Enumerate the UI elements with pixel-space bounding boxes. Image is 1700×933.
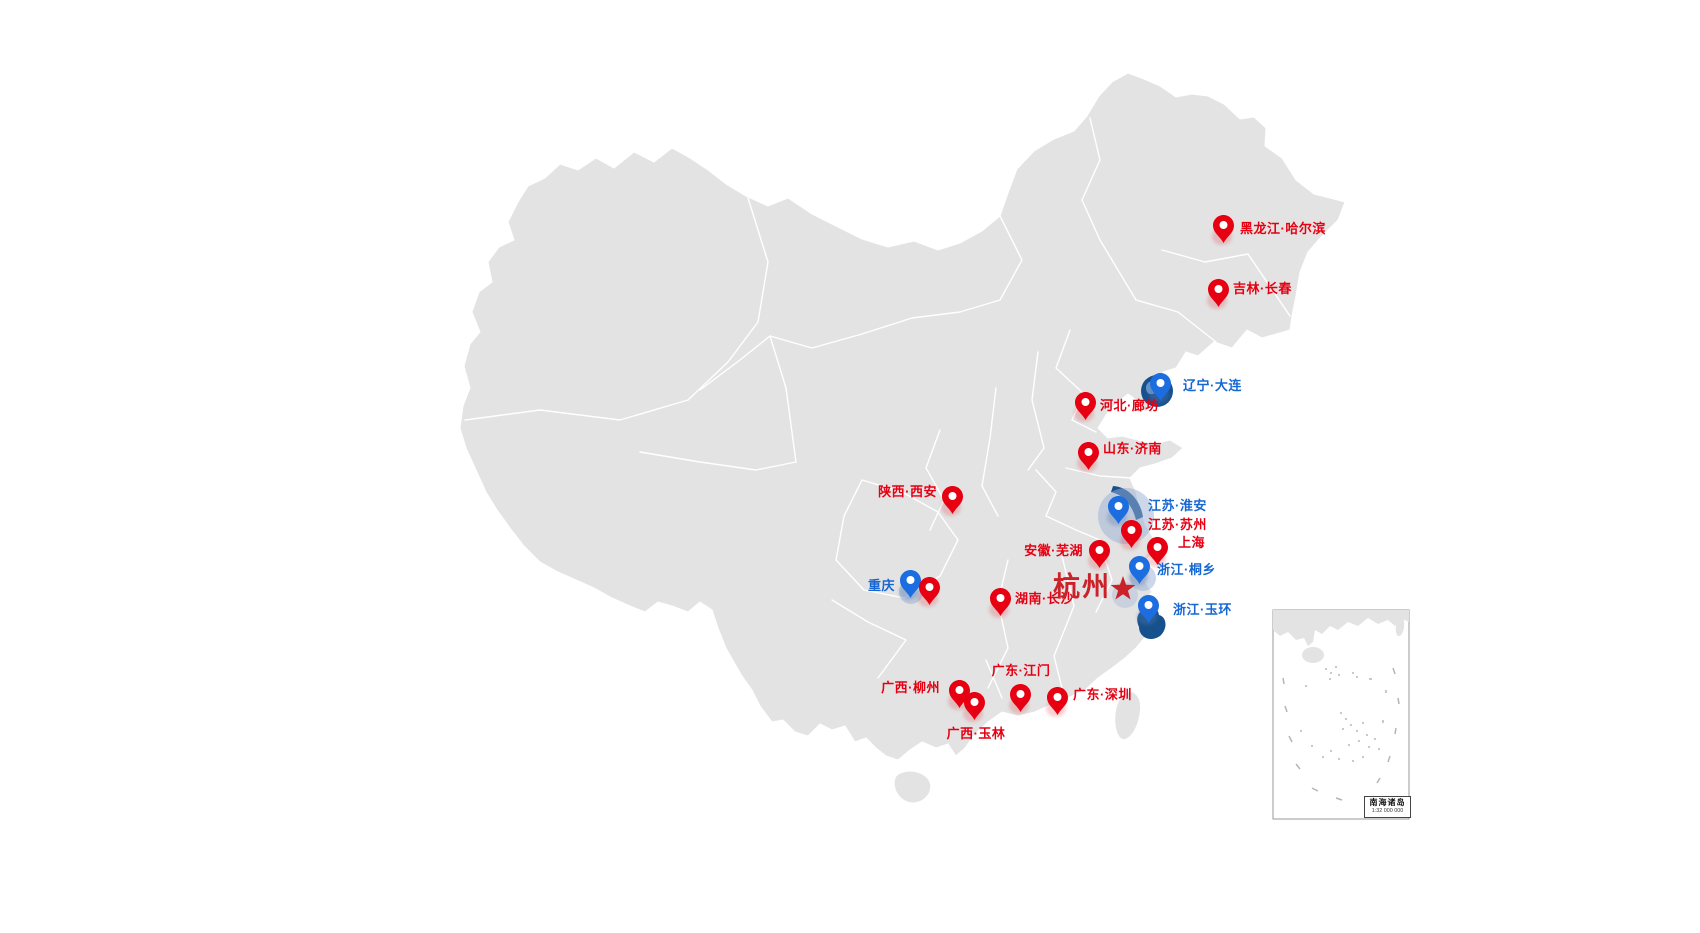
inset-islands	[1300, 666, 1387, 762]
taiwan-island	[1114, 691, 1142, 740]
location-label: 辽宁·大连	[1183, 378, 1242, 393]
map-pin-icon[interactable]	[1107, 495, 1129, 524]
location-label: 安徽·芜湖	[1024, 543, 1083, 558]
location-label: 上海	[1178, 535, 1206, 550]
map-pin-icon[interactable]	[918, 576, 940, 605]
location-label: 江苏·淮安	[1148, 498, 1207, 513]
inset-title: 南海诸岛	[1369, 798, 1406, 807]
map-pin-icon[interactable]	[899, 569, 921, 598]
location-label: 江苏·苏州	[1148, 517, 1207, 532]
location-label: 山东·济南	[1103, 441, 1162, 456]
map-pin-icon[interactable]	[989, 587, 1011, 616]
map-pin-icon[interactable]	[1120, 519, 1142, 548]
inset-scale: 1:32 000 000	[1371, 808, 1404, 814]
location-label: 陕西·西安	[878, 484, 937, 499]
map-pin-icon[interactable]	[1009, 683, 1031, 712]
map-pin-icon[interactable]	[1088, 539, 1110, 568]
map-pin-icon[interactable]	[1046, 686, 1068, 715]
hangzhou-label: 杭州	[1053, 572, 1111, 602]
map-pin-icon[interactable]	[941, 485, 963, 514]
location-label: 浙江·桐乡	[1157, 562, 1216, 577]
location-label: 浙江·玉环	[1173, 602, 1232, 617]
location-label: 河北·廊坊	[1100, 398, 1159, 413]
inset-label-box: 南海诸岛 1:32 000 000	[1364, 796, 1411, 818]
inset-dash-line	[1282, 667, 1400, 801]
map-pin-icon[interactable]	[1207, 278, 1229, 307]
location-label: 吉林·长春	[1233, 281, 1292, 296]
location-label: 广东·深圳	[1073, 687, 1132, 702]
location-label: 广西·柳州	[881, 680, 940, 695]
map-pin-icon[interactable]	[1077, 441, 1099, 470]
map-pin-icon[interactable]	[1212, 214, 1234, 243]
inset-coastline	[1273, 610, 1409, 646]
location-label: 重庆	[867, 578, 895, 593]
inset-taiwan	[1395, 616, 1405, 636]
map-pin-icon[interactable]	[1128, 555, 1150, 584]
province-borders	[464, 117, 1291, 699]
inset-hainan	[1302, 647, 1324, 663]
map-pin-icon[interactable]	[963, 691, 985, 720]
location-label: 广东·江门	[991, 663, 1051, 678]
location-label: 广西·玉林	[946, 726, 1006, 741]
map-pin-icon[interactable]	[1137, 594, 1159, 623]
map-pin-icon[interactable]	[1146, 536, 1168, 565]
location-label: 湖南·长沙	[1015, 591, 1074, 606]
hangzhou-star-icon[interactable]	[1110, 576, 1136, 601]
map-pin-icon[interactable]	[1149, 372, 1171, 401]
map-pin-icon[interactable]	[1074, 391, 1096, 420]
hainan-island	[893, 770, 932, 804]
south-china-sea-inset	[1272, 609, 1410, 820]
location-label: 黑龙江·哈尔滨	[1240, 221, 1326, 236]
